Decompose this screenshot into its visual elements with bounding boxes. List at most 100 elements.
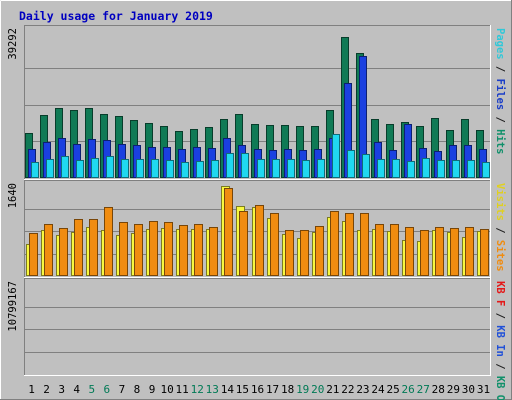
x-tick-label: 13 xyxy=(206,383,219,396)
bar-pages-day-5 xyxy=(91,158,99,178)
bar-sites-day-26 xyxy=(405,227,414,276)
bar-pages-day-19 xyxy=(302,160,310,178)
bar-pages-day-4 xyxy=(76,160,84,178)
bar-pages-day-3 xyxy=(61,156,69,178)
x-tick-label: 11 xyxy=(176,383,189,396)
legend-entry: / xyxy=(494,306,506,325)
legend-entry: KB F xyxy=(494,281,506,306)
x-tick-label: 22 xyxy=(341,383,354,396)
x-tick-label: 15 xyxy=(236,383,249,396)
x-tick-label: 20 xyxy=(311,383,324,396)
panel-legend-label: KB F / KB In / KB Out xyxy=(494,281,506,400)
bar-sites-day-14 xyxy=(224,188,233,276)
bar-pages-day-9 xyxy=(151,159,159,178)
legend-entry: / xyxy=(494,60,506,79)
bar-sites-day-23 xyxy=(360,213,369,276)
bar-pages-day-30 xyxy=(467,160,475,178)
chart-title: Daily usage for January 2019 xyxy=(19,9,213,23)
bar-pages-day-26 xyxy=(407,161,415,178)
x-tick-label: 24 xyxy=(371,383,385,396)
x-tick-label: 28 xyxy=(432,383,445,396)
x-tick-label: 14 xyxy=(221,383,235,396)
bar-sites-day-8 xyxy=(134,224,143,276)
bar-sites-day-22 xyxy=(345,213,354,276)
panel-visits: 1640 Visits / Sites xyxy=(7,180,506,278)
bar-sites-day-21 xyxy=(330,211,339,276)
bar-pages-day-22 xyxy=(347,150,355,178)
bar-sites-day-10 xyxy=(164,222,173,276)
bar-sites-day-9 xyxy=(149,221,158,276)
bar-sites-day-5 xyxy=(89,219,98,276)
bar-sites-day-4 xyxy=(74,219,83,276)
x-tick-label: 12 xyxy=(191,383,204,396)
x-tick-label: 6 xyxy=(104,383,111,396)
bar-sites-day-27 xyxy=(420,230,429,276)
x-tick-label: 29 xyxy=(447,383,460,396)
bar-pages-day-25 xyxy=(392,159,400,178)
bar-sites-day-3 xyxy=(59,228,68,276)
legend-entry: / xyxy=(494,221,506,240)
legend-entry: Files xyxy=(494,79,506,111)
legend-entry: KB In xyxy=(494,325,506,357)
bar-pages-day-6 xyxy=(106,156,114,178)
bar-pages-day-1 xyxy=(31,162,39,178)
bar-sites-day-29 xyxy=(450,228,459,276)
x-tick-label: 5 xyxy=(88,383,95,396)
legend-entry: Visits xyxy=(494,183,506,221)
bar-sites-day-16 xyxy=(255,205,264,276)
bar-pages-day-18 xyxy=(287,159,295,178)
x-tick-label: 27 xyxy=(417,383,430,396)
legend-entry: Sites xyxy=(494,240,506,272)
bar-sites-day-18 xyxy=(285,230,294,276)
x-tick-label: 26 xyxy=(402,383,415,396)
x-tick-label: 30 xyxy=(462,383,475,396)
x-tick-label: 1 xyxy=(28,383,35,396)
bar-sites-day-31 xyxy=(480,229,489,276)
x-tick-label: 9 xyxy=(149,383,156,396)
x-tick-label: 18 xyxy=(281,383,294,396)
bar-pages-day-2 xyxy=(46,159,54,178)
bar-sites-day-30 xyxy=(465,227,474,276)
bar-sites-day-6 xyxy=(104,207,113,276)
x-tick-label: 4 xyxy=(73,383,80,396)
x-tick-label: 8 xyxy=(134,383,141,396)
x-tick-label: 3 xyxy=(58,383,65,396)
x-tick-label: 23 xyxy=(356,383,369,396)
panel-hits: 39292 Pages / Files / Hits xyxy=(7,25,506,180)
bar-sites-day-15 xyxy=(239,211,248,276)
legend-entry: / xyxy=(494,110,506,129)
bar-pages-day-15 xyxy=(241,153,249,178)
bar-sites-day-2 xyxy=(44,224,53,276)
bar-pages-day-14 xyxy=(226,153,234,178)
bar-pages-day-17 xyxy=(272,159,280,178)
bar-pages-day-11 xyxy=(181,162,189,178)
bar-pages-day-31 xyxy=(482,162,490,178)
bar-pages-day-27 xyxy=(422,158,430,178)
x-tick-label: 16 xyxy=(251,383,264,396)
x-tick-label: 21 xyxy=(326,383,339,396)
bar-pages-day-21 xyxy=(332,134,340,178)
bar-sites-day-19 xyxy=(300,230,309,276)
bar-pages-day-20 xyxy=(317,159,325,178)
bar-sites-day-25 xyxy=(390,224,399,276)
legend-entry: / xyxy=(494,357,506,376)
bar-pages-day-29 xyxy=(452,160,460,178)
bar-pages-day-23 xyxy=(362,154,370,178)
panel-frame xyxy=(24,278,491,376)
bar-pages-day-28 xyxy=(437,160,445,178)
panel-legend-label: Visits / Sites xyxy=(494,183,506,272)
bar-sites-day-24 xyxy=(375,224,384,276)
x-tick-label: 31 xyxy=(477,383,490,396)
bar-sites-day-13 xyxy=(209,227,218,276)
panel-max-label: 10799167 xyxy=(7,281,19,332)
bar-pages-day-16 xyxy=(257,159,265,178)
bar-sites-day-28 xyxy=(435,227,444,276)
bar-sites-day-17 xyxy=(270,213,279,276)
bar-pages-day-24 xyxy=(377,159,385,178)
x-tick-label: 10 xyxy=(160,383,173,396)
bar-sites-day-11 xyxy=(179,225,188,276)
bar-pages-day-7 xyxy=(121,159,129,178)
legend-entry: Hits xyxy=(494,129,506,154)
bar-sites-day-20 xyxy=(315,226,324,276)
bar-sites-day-1 xyxy=(29,233,38,276)
